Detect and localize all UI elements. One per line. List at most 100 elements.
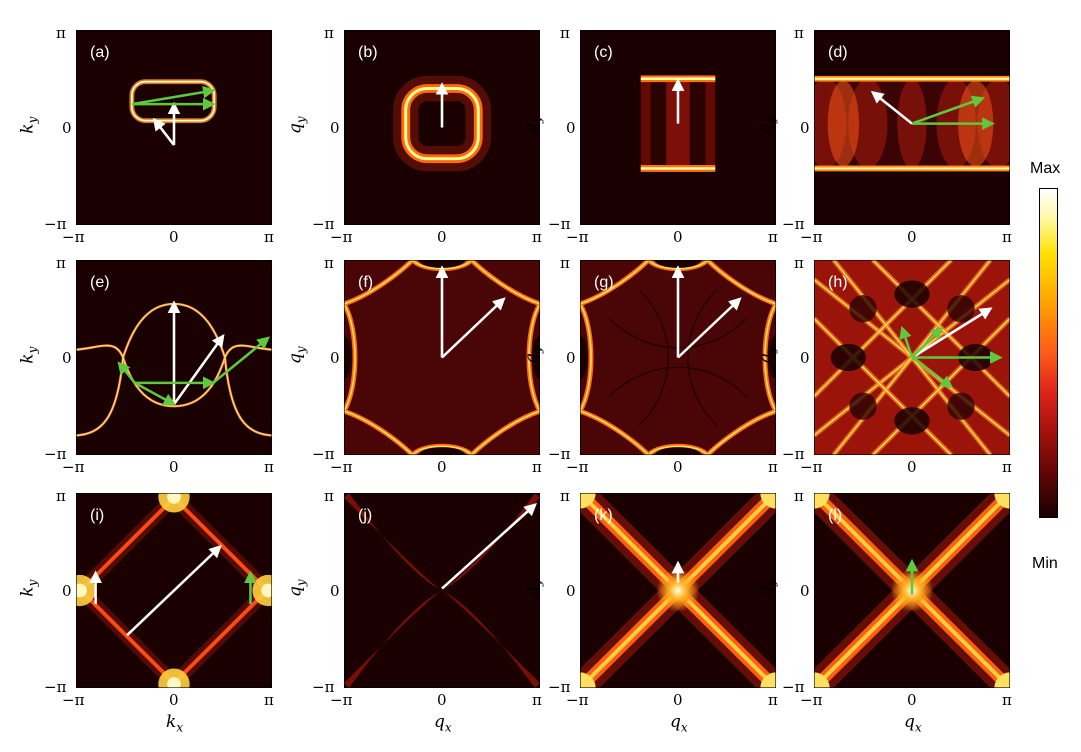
x-tick-label: 0 xyxy=(437,228,447,246)
heatmap-panel-a xyxy=(76,30,272,225)
x-tick-label: −π xyxy=(566,691,589,709)
x-tick-label: −π xyxy=(800,228,823,246)
x-tick-label: −π xyxy=(62,228,85,246)
x-tick-label: 0 xyxy=(673,458,683,476)
x-tick-label: 0 xyxy=(437,691,447,709)
y-tick-label: −π xyxy=(312,215,335,233)
green-arrow xyxy=(911,95,985,125)
x-axis-label: kx xyxy=(166,712,184,735)
white-arrow xyxy=(126,544,222,637)
x-tick-label: π xyxy=(1002,228,1012,246)
y-tick-label: 0 xyxy=(62,581,72,600)
y-axis-label: qy xyxy=(285,345,309,364)
y-tick-label: −π xyxy=(44,445,67,463)
x-tick-label: π xyxy=(532,691,542,709)
x-tick-label: −π xyxy=(566,458,589,476)
y-tick-label: 0 xyxy=(566,581,576,600)
x-tick-label: −π xyxy=(800,458,823,476)
panel-label-c: (c) xyxy=(594,44,613,61)
white-arrow xyxy=(870,90,913,125)
y-tick-label: −π xyxy=(548,678,571,696)
y-tick-label: −π xyxy=(548,445,571,463)
heatmap-panel-k xyxy=(580,493,776,688)
y-tick-label: π xyxy=(324,24,334,42)
green-arrow xyxy=(131,85,216,106)
y-tick-label: −π xyxy=(548,215,571,233)
y-tick-label: −π xyxy=(782,678,805,696)
x-tick-label: π xyxy=(768,458,778,476)
panel-label-g: (g) xyxy=(594,274,614,291)
panel-label-l: (l) xyxy=(828,507,843,524)
heatmap-panel-j xyxy=(344,493,540,688)
y-tick-label: 0 xyxy=(62,348,72,367)
x-tick-label: 0 xyxy=(907,228,917,246)
y-tick-label: 0 xyxy=(330,118,340,137)
panel-label-i: (i) xyxy=(90,507,105,524)
x-tick-label: π xyxy=(768,691,778,709)
y-tick-label: 0 xyxy=(330,348,340,367)
x-tick-label: −π xyxy=(330,691,353,709)
y-tick-label: π xyxy=(56,24,66,42)
green-arrow xyxy=(212,336,271,384)
colorbar xyxy=(1039,188,1058,518)
y-axis-label: ky xyxy=(17,116,40,134)
y-tick-label: 0 xyxy=(800,118,810,137)
y-tick-label: 0 xyxy=(800,348,810,367)
colorbar-max-label: Max xyxy=(1030,160,1061,177)
y-tick-label: π xyxy=(560,24,570,42)
x-tick-label: π xyxy=(532,228,542,246)
x-tick-label: −π xyxy=(62,691,85,709)
y-tick-label: 0 xyxy=(566,118,576,137)
x-tick-label: −π xyxy=(330,228,353,246)
heatmap-panel-h xyxy=(814,260,1010,455)
x-tick-label: −π xyxy=(330,458,353,476)
white-arrow xyxy=(152,117,176,146)
white-arrow xyxy=(441,297,506,359)
x-axis-label: qx xyxy=(904,712,922,735)
x-tick-label: 0 xyxy=(169,458,179,476)
x-axis-label: qx xyxy=(434,712,452,735)
y-axis-label: qy xyxy=(285,578,309,597)
y-tick-label: −π xyxy=(312,678,335,696)
heatmap-panel-e xyxy=(76,260,272,455)
x-tick-label: 0 xyxy=(907,691,917,709)
panel-label-f: (f) xyxy=(358,274,374,291)
y-tick-label: 0 xyxy=(62,118,72,137)
heatmap-panel-f xyxy=(344,260,540,455)
heatmap-panel-l xyxy=(814,493,1010,688)
y-tick-label: π xyxy=(794,24,804,42)
y-tick-label: 0 xyxy=(330,581,340,600)
panel-label-k: (k) xyxy=(594,507,613,524)
y-axis-label: ky xyxy=(17,346,40,364)
panel-label-d: (d) xyxy=(828,44,848,61)
y-tick-label: −π xyxy=(44,678,67,696)
green-arrow xyxy=(134,381,177,406)
y-tick-label: π xyxy=(560,254,570,272)
panel-label-j: (j) xyxy=(358,507,373,524)
x-tick-label: −π xyxy=(62,458,85,476)
heatmap-panel-i xyxy=(76,493,272,688)
y-tick-label: π xyxy=(56,487,66,505)
y-tick-label: π xyxy=(794,487,804,505)
y-tick-label: π xyxy=(560,487,570,505)
y-axis-label: qy xyxy=(521,345,545,364)
heatmap-panel-b xyxy=(344,30,540,225)
y-axis-label: ky xyxy=(17,579,40,597)
heatmap-pattern-j xyxy=(344,493,540,688)
y-axis-label: qy xyxy=(755,345,779,364)
y-axis-label: qy xyxy=(755,115,779,134)
x-tick-label: 0 xyxy=(907,458,917,476)
green-arrow xyxy=(911,356,954,389)
panel-label-a: (a) xyxy=(90,44,110,61)
panel-label-e: (e) xyxy=(90,274,110,291)
heatmap-panel-c xyxy=(580,30,776,225)
x-tick-label: −π xyxy=(800,691,823,709)
y-tick-label: −π xyxy=(782,215,805,233)
white-arrow xyxy=(172,333,225,406)
x-tick-label: π xyxy=(768,228,778,246)
x-tick-label: π xyxy=(1002,691,1012,709)
y-tick-label: π xyxy=(794,254,804,272)
y-tick-label: 0 xyxy=(800,581,810,600)
x-tick-label: π xyxy=(264,691,274,709)
